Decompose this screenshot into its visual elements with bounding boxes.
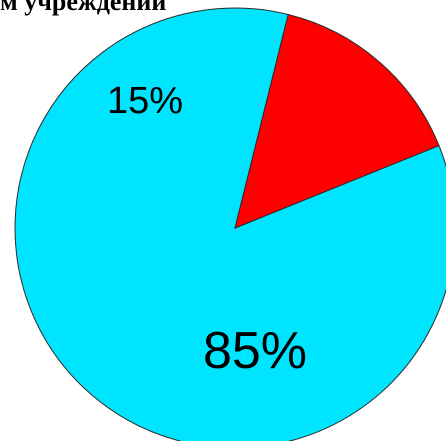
pie-slice-2	[234, 13, 440, 229]
pie-slice-label-1: 85%	[203, 322, 307, 380]
pie-slice-label-2: 15%	[107, 80, 183, 122]
chart-title: м учреждении	[0, 0, 167, 16]
pie-slice-1	[14, 7, 446, 441]
